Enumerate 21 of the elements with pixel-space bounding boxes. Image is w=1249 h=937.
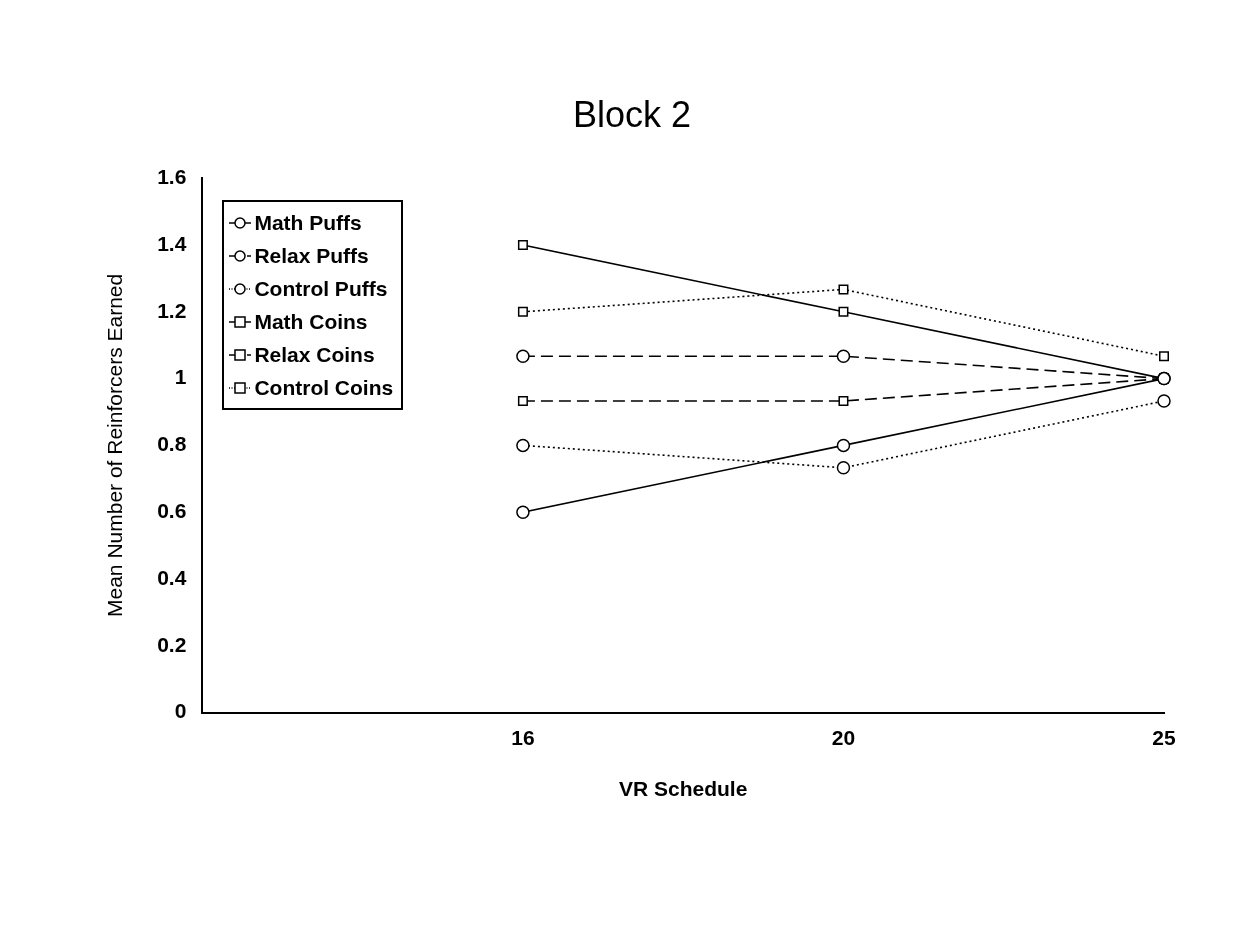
y-axis-title: Mean Number of Reinforcers Earned	[103, 273, 127, 617]
y-tick-label: 1.4	[157, 231, 187, 255]
x-tick-label: 16	[511, 726, 535, 749]
y-tick-label: 0.8	[157, 432, 187, 456]
y-tick-label: 0.2	[157, 632, 187, 656]
legend-label: Control Puffs	[254, 276, 388, 301]
y-tick-label: 1	[174, 365, 187, 389]
y-tick-label: 1.6	[157, 165, 187, 188]
legend-label: Math Coins	[254, 309, 368, 334]
chart-title: Block 2	[572, 93, 692, 135]
y-tick-label: 0	[174, 699, 187, 723]
x-axis-title: VR Schedule	[619, 777, 748, 801]
y-tick-label: 1.2	[157, 298, 187, 322]
x-tick-label: 20	[831, 726, 856, 749]
y-tick-label: 0.4	[157, 565, 187, 589]
legend-label: Control Coins	[254, 375, 394, 400]
legend-label: Math Puffs	[254, 210, 362, 235]
x-tick-label: 25	[1152, 726, 1176, 749]
legend-label: Relax Coins	[254, 342, 375, 367]
legend-label: Relax Puffs	[254, 243, 369, 268]
y-tick-label: 0.6	[157, 499, 187, 522]
